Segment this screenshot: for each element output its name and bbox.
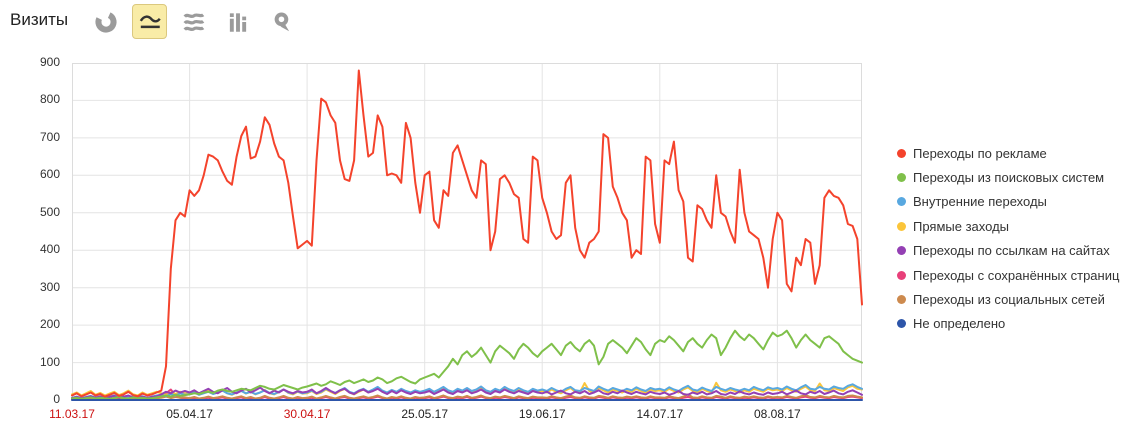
legend-item-label: Переходы по рекламе <box>913 145 1047 161</box>
legend-item-label: Переходы по ссылкам на сайтах <box>913 243 1110 259</box>
legend-item[interactable]: Переходы с сохранённых страниц <box>897 263 1119 287</box>
legend-item-label: Переходы из поисковых систем <box>913 170 1105 186</box>
legend: Переходы по рекламе Переходы из поисковых… <box>897 141 1119 336</box>
legend-item-label: Переходы из социальных сетей <box>913 292 1105 308</box>
legend-dot-icon <box>897 295 906 305</box>
legend-item-label: Не определено <box>913 316 1006 332</box>
map-pin-icon <box>274 11 289 31</box>
gridlines <box>72 63 862 400</box>
x-axis-label: 05.04.17 <box>166 407 213 421</box>
page-title: Визиты <box>10 10 69 29</box>
x-axis-label: 14.07.17 <box>636 407 684 421</box>
x-axis-label: 25.05.17 <box>401 407 449 421</box>
x-axis-label: 19.06.17 <box>518 407 566 421</box>
line-chart-icon <box>139 14 161 28</box>
series-line-6[interactable] <box>71 393 863 401</box>
y-axis-label: 300 <box>39 279 60 294</box>
legend-item-label: Прямые заходы <box>913 218 1010 234</box>
x-axis-label: 11.03.17 <box>49 407 95 421</box>
legend-dot-icon <box>897 221 906 231</box>
chart-type-stacked-area-button[interactable] <box>176 4 211 39</box>
legend-dot-icon <box>897 173 906 183</box>
series-line-4[interactable] <box>71 386 863 400</box>
chart-type-map-button[interactable] <box>264 4 299 39</box>
y-axis-label: 400 <box>39 242 60 257</box>
legend-dot-icon <box>897 270 906 280</box>
series-line-0[interactable] <box>71 69 863 398</box>
series-line-1[interactable] <box>71 329 863 400</box>
legend-item[interactable]: Переходы из поисковых систем <box>897 165 1119 189</box>
chart-type-line-button[interactable] <box>132 4 167 39</box>
legend-item[interactable]: Не определено <box>897 312 1119 336</box>
legend-dot-icon <box>897 197 906 207</box>
y-axis-label: 0 <box>53 392 60 406</box>
chart-type-bar-button[interactable] <box>220 4 255 39</box>
y-axis-label: 800 <box>39 92 60 107</box>
y-axis-label: 200 <box>39 317 60 332</box>
donut-chart-icon <box>94 10 117 33</box>
stacked-area-icon <box>183 12 204 31</box>
legend-dot-icon <box>897 246 906 256</box>
y-axis-label: 600 <box>39 167 60 182</box>
bar-chart-icon <box>229 12 246 32</box>
legend-item[interactable]: Переходы по ссылкам на сайтах <box>897 239 1119 263</box>
y-axis-label: 700 <box>39 129 60 144</box>
chart-type-pie-button[interactable] <box>88 4 123 39</box>
legend-item-label: Внутренние переходы <box>913 194 1047 210</box>
legend-dot-icon <box>897 319 906 329</box>
legend-item[interactable]: Переходы из социальных сетей <box>897 287 1119 311</box>
y-axis-label: 900 <box>39 55 60 69</box>
legend-item-label: Переходы с сохранённых страниц <box>913 267 1120 283</box>
y-axis-label: 100 <box>39 354 60 369</box>
legend-dot-icon <box>897 148 906 158</box>
legend-item[interactable]: Переходы по рекламе <box>897 141 1119 165</box>
legend-item[interactable]: Внутренние переходы <box>897 190 1119 214</box>
x-axis-label: 08.08.17 <box>753 407 801 421</box>
chart-type-toolbar <box>88 4 299 39</box>
y-axis-label: 500 <box>39 204 60 219</box>
plot-svg[interactable] <box>71 63 863 401</box>
legend-item[interactable]: Прямые заходы <box>897 214 1119 238</box>
x-axis-label: 30.04.17 <box>283 407 331 421</box>
